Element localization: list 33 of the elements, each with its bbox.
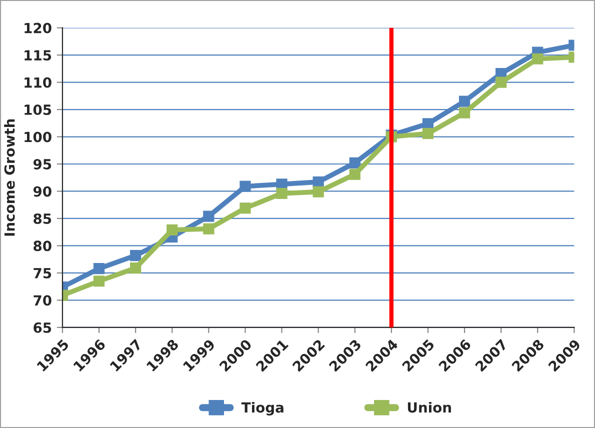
point <box>240 180 251 192</box>
y-tick-label: 105 <box>24 104 52 116</box>
y-tick-label: 70 <box>34 295 52 306</box>
legend-label: Union <box>408 402 451 413</box>
y-tick-label: 100 <box>24 132 52 142</box>
y-tick-label: 75 <box>34 268 52 278</box>
point <box>130 250 142 262</box>
y-axis-title: Income Growth <box>4 119 15 236</box>
legend-label: Tioga <box>241 402 284 416</box>
y-tick-label: 120 <box>24 22 52 34</box>
y-tick-label: 115 <box>24 50 52 61</box>
point <box>312 186 324 198</box>
point <box>203 223 214 234</box>
point <box>276 188 288 199</box>
point <box>349 157 360 168</box>
point <box>166 224 178 236</box>
point <box>458 107 470 118</box>
point <box>130 262 142 274</box>
y-tick-label: 110 <box>24 77 52 88</box>
point <box>349 168 360 180</box>
y-tick-label: 90 <box>33 186 52 197</box>
y-tick-label: 80 <box>34 240 52 252</box>
point <box>93 276 105 287</box>
point <box>496 76 507 88</box>
y-tick-label: 95 <box>33 158 52 170</box>
point <box>240 202 251 214</box>
point <box>93 263 105 274</box>
y-tick-label: 85 <box>34 213 52 224</box>
point <box>422 128 434 140</box>
y-tick-label: 65 <box>34 322 52 333</box>
point <box>458 96 470 107</box>
point <box>203 210 214 222</box>
point <box>532 53 544 64</box>
